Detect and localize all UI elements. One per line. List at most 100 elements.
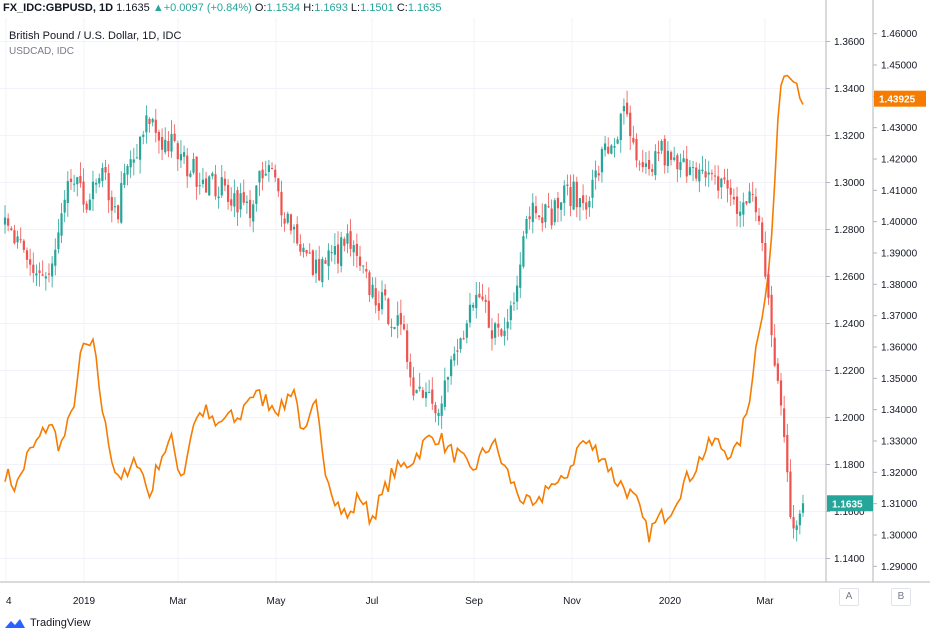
- scale-b-button[interactable]: B: [891, 588, 911, 606]
- candle-body: [274, 169, 277, 178]
- candle-body: [544, 204, 547, 223]
- close-label: C:: [396, 2, 408, 14]
- candle-body: [399, 312, 402, 325]
- y-tick-label-usdcad: 1.29000: [881, 562, 918, 573]
- candle-body: [541, 217, 544, 224]
- change-up-icon: ▲: [152, 2, 164, 14]
- low-label: L:: [350, 2, 361, 14]
- candle-body: [723, 177, 726, 180]
- candle-body: [13, 230, 16, 244]
- candle-body: [575, 181, 578, 208]
- candle-body: [142, 134, 145, 137]
- candle-body: [607, 146, 610, 154]
- main-series-title: British Pound / U.S. Dollar, 1D, IDC: [9, 30, 182, 42]
- candle-body: [475, 294, 478, 309]
- candle-body: [528, 216, 531, 220]
- candle-body: [440, 403, 443, 416]
- candle-body: [151, 119, 154, 123]
- y-tick-label-gbpusd: 1.1600: [834, 507, 865, 518]
- candle-body: [660, 141, 663, 151]
- candle-body: [698, 169, 701, 182]
- candle-body: [651, 169, 654, 172]
- candle-body: [47, 273, 51, 275]
- candle-body: [167, 140, 170, 152]
- y-tick-label-gbpusd: 1.3600: [834, 37, 865, 48]
- candle-body: [233, 193, 236, 207]
- high-label: H:: [303, 2, 315, 14]
- y-tick-label-usdcad: 1.33000: [881, 437, 918, 448]
- last-price-badge: [874, 90, 926, 107]
- candle-body: [559, 202, 563, 210]
- tradingview-logo[interactable]: TradingView: [4, 617, 91, 629]
- candle-body: [261, 169, 264, 179]
- usdcad-line: [4, 74, 804, 543]
- candle-body: [239, 193, 242, 210]
- y-tick-label-usdcad: 1.34000: [881, 405, 918, 416]
- auto-scale-button[interactable]: A: [839, 588, 859, 606]
- candle-body: [236, 190, 239, 213]
- open-label: O:: [254, 2, 267, 14]
- candle-body: [19, 239, 22, 241]
- candle-body: [69, 178, 73, 182]
- candle-body: [390, 326, 393, 328]
- candle-body: [365, 268, 368, 272]
- candle-body: [374, 288, 377, 306]
- candle-body: [625, 102, 629, 115]
- candle-body: [798, 513, 801, 526]
- tradingview-cloud-icon: [5, 619, 25, 628]
- candle-body: [707, 172, 710, 175]
- candle-body: [321, 259, 324, 283]
- open-value: 1.1534: [266, 2, 301, 14]
- candle-body: [164, 139, 167, 153]
- price-change: +0.0097 (+0.84%): [163, 2, 252, 14]
- candle-body: [610, 145, 613, 154]
- candle-body: [710, 173, 713, 175]
- candle-body: [44, 276, 47, 279]
- candle-body: [462, 338, 465, 340]
- candle-body: [487, 300, 490, 328]
- candle-body: [786, 434, 789, 473]
- candle-body: [556, 197, 560, 209]
- y-tick-label-gbpusd: 1.1800: [834, 460, 865, 471]
- candle-body: [619, 113, 622, 141]
- candle-body: [258, 170, 261, 183]
- candle-body: [478, 293, 481, 298]
- candle-body: [522, 236, 525, 267]
- y-tick-label-usdcad: 1.31000: [881, 499, 918, 510]
- candle-body: [355, 243, 358, 256]
- candle-body: [299, 244, 302, 252]
- candle-body: [635, 139, 638, 161]
- candle-body: [305, 249, 308, 254]
- candle-body: [289, 214, 292, 231]
- candle-body: [638, 163, 641, 165]
- candle-body: [324, 260, 327, 264]
- candle-body: [380, 292, 384, 310]
- candle-body: [214, 174, 217, 197]
- last-price-badge: [827, 495, 873, 512]
- candle-body: [73, 183, 76, 185]
- y-tick-label-usdcad: 1.40000: [881, 217, 918, 228]
- candle-body: [308, 252, 311, 254]
- candle-body: [255, 185, 258, 204]
- candle-body: [459, 338, 462, 350]
- candle-body: [588, 200, 591, 208]
- candle-body: [7, 218, 10, 226]
- candle-body: [695, 167, 698, 179]
- candle-body: [280, 191, 283, 216]
- candle-body: [79, 176, 82, 184]
- candle-body: [534, 206, 538, 214]
- candle-body: [676, 155, 679, 170]
- candle-body: [666, 150, 670, 166]
- candle-body: [270, 168, 274, 170]
- candle-body: [245, 201, 249, 203]
- candle-body: [500, 329, 503, 336]
- candle-body: [198, 185, 201, 187]
- x-tick-label: Mar: [756, 596, 774, 607]
- candle-body: [764, 242, 767, 277]
- candle-body: [283, 218, 286, 224]
- candle-body: [314, 259, 318, 274]
- candle-body: [594, 170, 597, 178]
- candle-body: [685, 158, 688, 177]
- candle-body: [267, 165, 271, 173]
